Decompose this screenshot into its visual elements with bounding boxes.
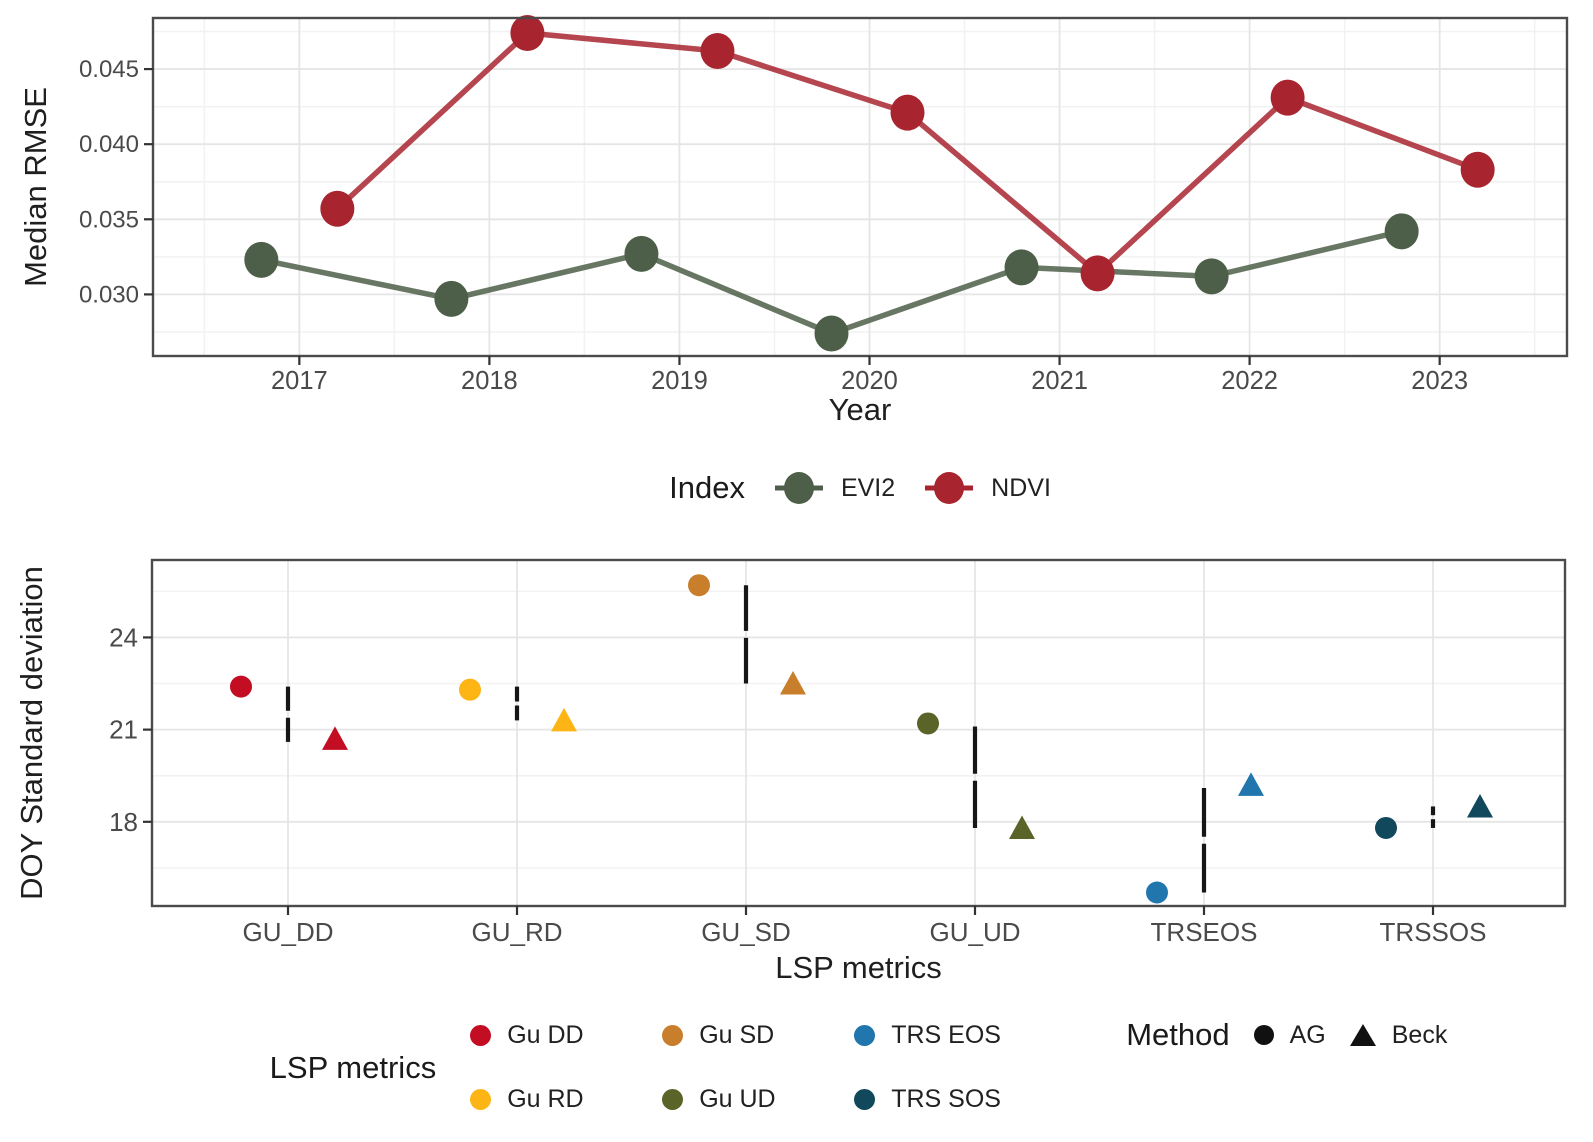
beck-legend-label: Beck (1391, 1020, 1448, 1049)
data-point-evi2 (1194, 258, 1229, 295)
index-legend-title: Index (669, 470, 745, 505)
ag-legend-label: AG (1289, 1020, 1326, 1049)
legend-item-trs-eos: TRS EOS (854, 1018, 1082, 1052)
beck-triangle-key-icon (1349, 1024, 1376, 1046)
lsp-legend-title: LSP metrics (269, 1050, 437, 1085)
beck-point-trseos (1238, 772, 1264, 796)
gu-dd-key-icon (470, 1024, 492, 1046)
data-point-ndvi (510, 15, 545, 52)
beck-point-trssos (1467, 793, 1493, 818)
legend-item-beck: Beck (1349, 1020, 1448, 1050)
data-point-evi2 (814, 315, 849, 352)
trs-sos-key-icon (854, 1088, 876, 1110)
ag-point-trseos (1146, 881, 1168, 904)
y-tick-label: 0.045 (79, 56, 139, 83)
trs-eos-legend-label: TRS EOS (891, 1020, 1001, 1049)
x-axis-title: LSP metrics (775, 950, 942, 985)
panel-border (151, 16, 1569, 358)
y-tick-label: 21 (109, 715, 138, 745)
data-point-evi2 (1004, 249, 1039, 286)
evi2-line-point-key-icon (774, 472, 823, 504)
x-tick-label: TRSSOS (1380, 917, 1487, 947)
legend-item-gu-ud: Gu UD (662, 1082, 854, 1116)
x-tick-label: 2020 (841, 367, 898, 395)
panel-border (150, 558, 1567, 908)
x-tick-label: 2017 (271, 367, 328, 395)
trs-eos-key-icon (854, 1024, 876, 1046)
ndvi-line-point-key-icon (925, 472, 974, 504)
x-tick-label: 2019 (651, 367, 708, 395)
data-point-ndvi (890, 94, 925, 131)
x-axis-title: Year (829, 392, 892, 427)
ag-point-trssos (1375, 816, 1397, 839)
ag-circle-key-icon (1253, 1025, 1274, 1045)
data-point-ndvi (320, 190, 355, 227)
y-axis-title: Median RMSE (18, 87, 53, 287)
lsp-legend-items: Gu DD Gu SD TRS EOS Gu RD Gu UD TRS SOS (470, 1018, 1082, 1116)
ag-point-gu_sd (688, 574, 710, 597)
x-tick-label: 2018 (461, 367, 518, 395)
y-tick-label: 24 (109, 622, 138, 652)
index-legend: Index EVI2 NDVI (153, 468, 1567, 508)
beck-point-gu_dd (322, 726, 348, 750)
y-axis-title: DOY Standard deviation (14, 566, 49, 900)
ndvi-legend-label: NDVI (991, 473, 1051, 502)
gu-dd-legend-label: Gu DD (507, 1020, 584, 1049)
ag-point-gu_ud (917, 712, 939, 735)
evi2-legend-label: EVI2 (840, 473, 896, 502)
data-point-evi2 (434, 280, 469, 317)
trs-sos-legend-label: TRS SOS (891, 1084, 1001, 1113)
data-point-ndvi (700, 33, 735, 70)
gu-ud-key-icon (662, 1088, 684, 1110)
ag-point-gu_dd (230, 675, 252, 698)
legend-item-trs-sos: TRS SOS (854, 1082, 1082, 1116)
legend-item-ndvi: NDVI (923, 468, 1051, 508)
legend-item-gu-sd: Gu SD (662, 1018, 854, 1052)
y-tick-label: 0.040 (79, 131, 139, 158)
data-point-evi2 (1384, 213, 1419, 250)
data-point-ndvi (1460, 151, 1495, 188)
x-tick-label: 2021 (1031, 367, 1088, 395)
legend-item-ag: AG (1253, 1020, 1326, 1050)
legend-item-evi2: EVI2 (773, 468, 895, 508)
x-tick-label: 2023 (1411, 367, 1468, 395)
x-tick-label: GU_DD (242, 917, 333, 947)
y-tick-label: 18 (109, 807, 138, 837)
x-tick-label: 2022 (1221, 367, 1278, 395)
method-legend-title: Method (1126, 1017, 1230, 1052)
gu-rd-legend-label: Gu RD (507, 1084, 584, 1113)
data-point-evi2 (244, 241, 279, 278)
beck-point-gu_ud (1009, 815, 1035, 839)
gu-sd-legend-label: Gu SD (699, 1020, 775, 1049)
legend-item-gu-dd: Gu DD (470, 1018, 662, 1052)
legend-item-gu-rd: Gu RD (470, 1082, 662, 1116)
x-tick-label: GU_UD (929, 917, 1020, 947)
y-tick-label: 0.030 (79, 281, 139, 308)
ag-point-gu_rd (459, 678, 481, 701)
gu-rd-key-icon (470, 1088, 492, 1110)
gu-sd-key-icon (662, 1024, 684, 1046)
data-point-ndvi (1080, 255, 1115, 292)
gu-ud-legend-label: Gu UD (699, 1084, 776, 1113)
bottom-legend: LSP metrics Gu DD Gu SD TRS EOS Gu RD Gu… (152, 1000, 1565, 1116)
x-tick-label: TRSEOS (1151, 917, 1258, 947)
x-tick-label: GU_RD (471, 917, 562, 947)
method-legend: Method AG Beck (1126, 1017, 1448, 1052)
data-point-evi2 (624, 235, 659, 272)
data-point-ndvi (1270, 79, 1305, 116)
beck-point-gu_sd (780, 671, 806, 695)
y-tick-label: 0.035 (79, 206, 139, 233)
beck-point-gu_rd (551, 707, 577, 732)
charts-canvas: 2017 2018 2019 2020 2021 2022 2023 0.030 0.035 0.… (14, 15, 1569, 985)
x-tick-label: GU_SD (701, 917, 791, 947)
